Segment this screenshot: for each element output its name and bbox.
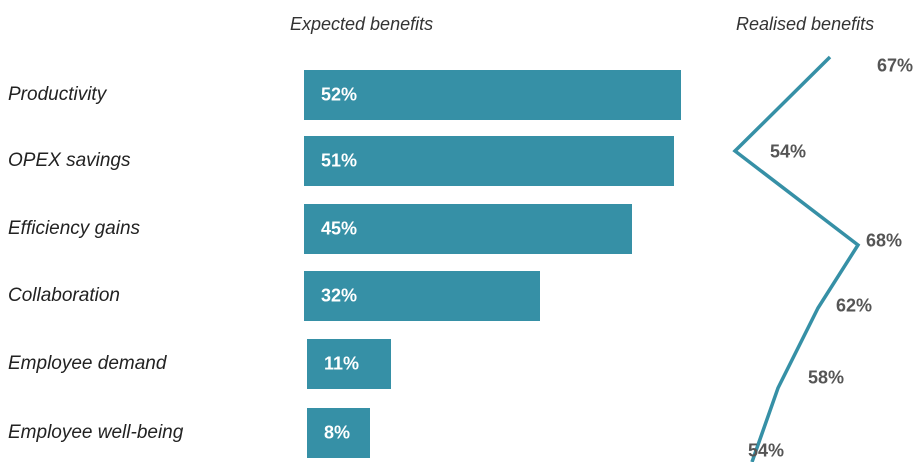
category-label: OPEX savings [8,150,131,171]
expected-benefit-value-label: 51% [321,150,358,171]
expected-benefit-value-label: 11% [324,353,360,374]
category-label: Efficiency gains [8,218,141,239]
realised-benefit-value-label: 54% [748,440,785,461]
expected-benefit-value-label: 32% [321,285,358,306]
realised-benefit-value-label: 68% [866,230,903,251]
expected-benefit-bar: 45% [304,204,632,254]
expected-benefit-value-label: 52% [321,84,358,105]
expected-benefit-value-label: 45% [321,218,358,239]
category-label: Employee well-being [8,422,184,443]
realised-benefits-line [732,55,861,462]
category-label: Employee demand [8,353,167,374]
expected-benefit-bar: 11% [307,339,392,389]
realised-benefit-value-label: 54% [770,141,807,162]
category-label: Collaboration [8,285,120,306]
expected-benefit-bar: 8% [307,408,370,458]
realised-benefit-value-label: 58% [808,367,845,388]
realised-benefit-value-label: 62% [836,295,873,316]
expected-benefit-bar: 52% [304,70,681,120]
category-label: Productivity [8,84,107,105]
realised-benefits-header: Realised benefits [736,14,875,34]
expected-benefits-header: Expected benefits [290,14,434,34]
expected-benefit-value-label: 8% [324,422,351,443]
expected-benefit-bar: 51% [304,136,674,186]
expected-benefit-bar: 32% [304,271,540,321]
realised-benefit-value-label: 67% [877,55,914,76]
